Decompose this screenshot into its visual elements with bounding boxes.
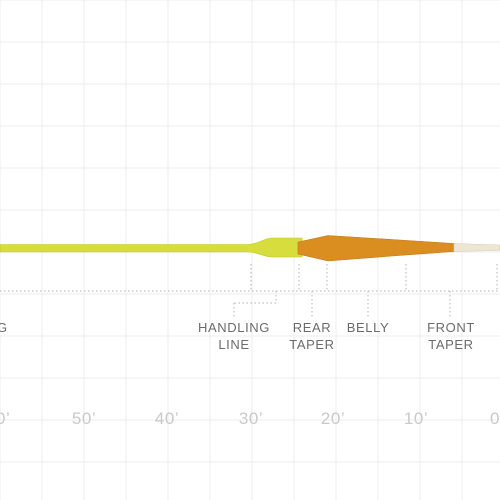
rear-taper-label-2: TAPER xyxy=(289,337,334,352)
running-line xyxy=(0,237,303,258)
fly-line-profile xyxy=(0,235,500,262)
front-taper-label-1: FRONT xyxy=(427,320,475,335)
handling-line-label-2: LINE xyxy=(218,337,249,352)
ruler-label-partial: 0’ xyxy=(0,409,10,428)
section-labels: G HANDLING LINE REAR TAPER BELLY FRONT T… xyxy=(0,320,475,352)
distance-ruler: 0’ 50’ 40’ 30’ 20’ 10’ 0 xyxy=(0,409,500,428)
rear-taper-label-1: REAR xyxy=(293,320,332,335)
ruler-label-50: 50’ xyxy=(72,409,96,428)
section-guides xyxy=(0,264,500,317)
front-taper-tip xyxy=(453,243,500,252)
ruler-label-30: 30’ xyxy=(239,409,263,428)
ruler-label-40: 40’ xyxy=(155,409,179,428)
ruler-label-0: 0 xyxy=(490,409,500,428)
front-taper-label-2: TAPER xyxy=(428,337,473,352)
ruler-label-10: 10’ xyxy=(404,409,428,428)
running-line-label-partial: G xyxy=(0,320,8,335)
rear-taper-and-belly xyxy=(297,235,455,262)
handling-line-label-1: HANDLING xyxy=(198,320,270,335)
ruler-label-20: 20’ xyxy=(321,409,345,428)
belly-label: BELLY xyxy=(347,320,390,335)
